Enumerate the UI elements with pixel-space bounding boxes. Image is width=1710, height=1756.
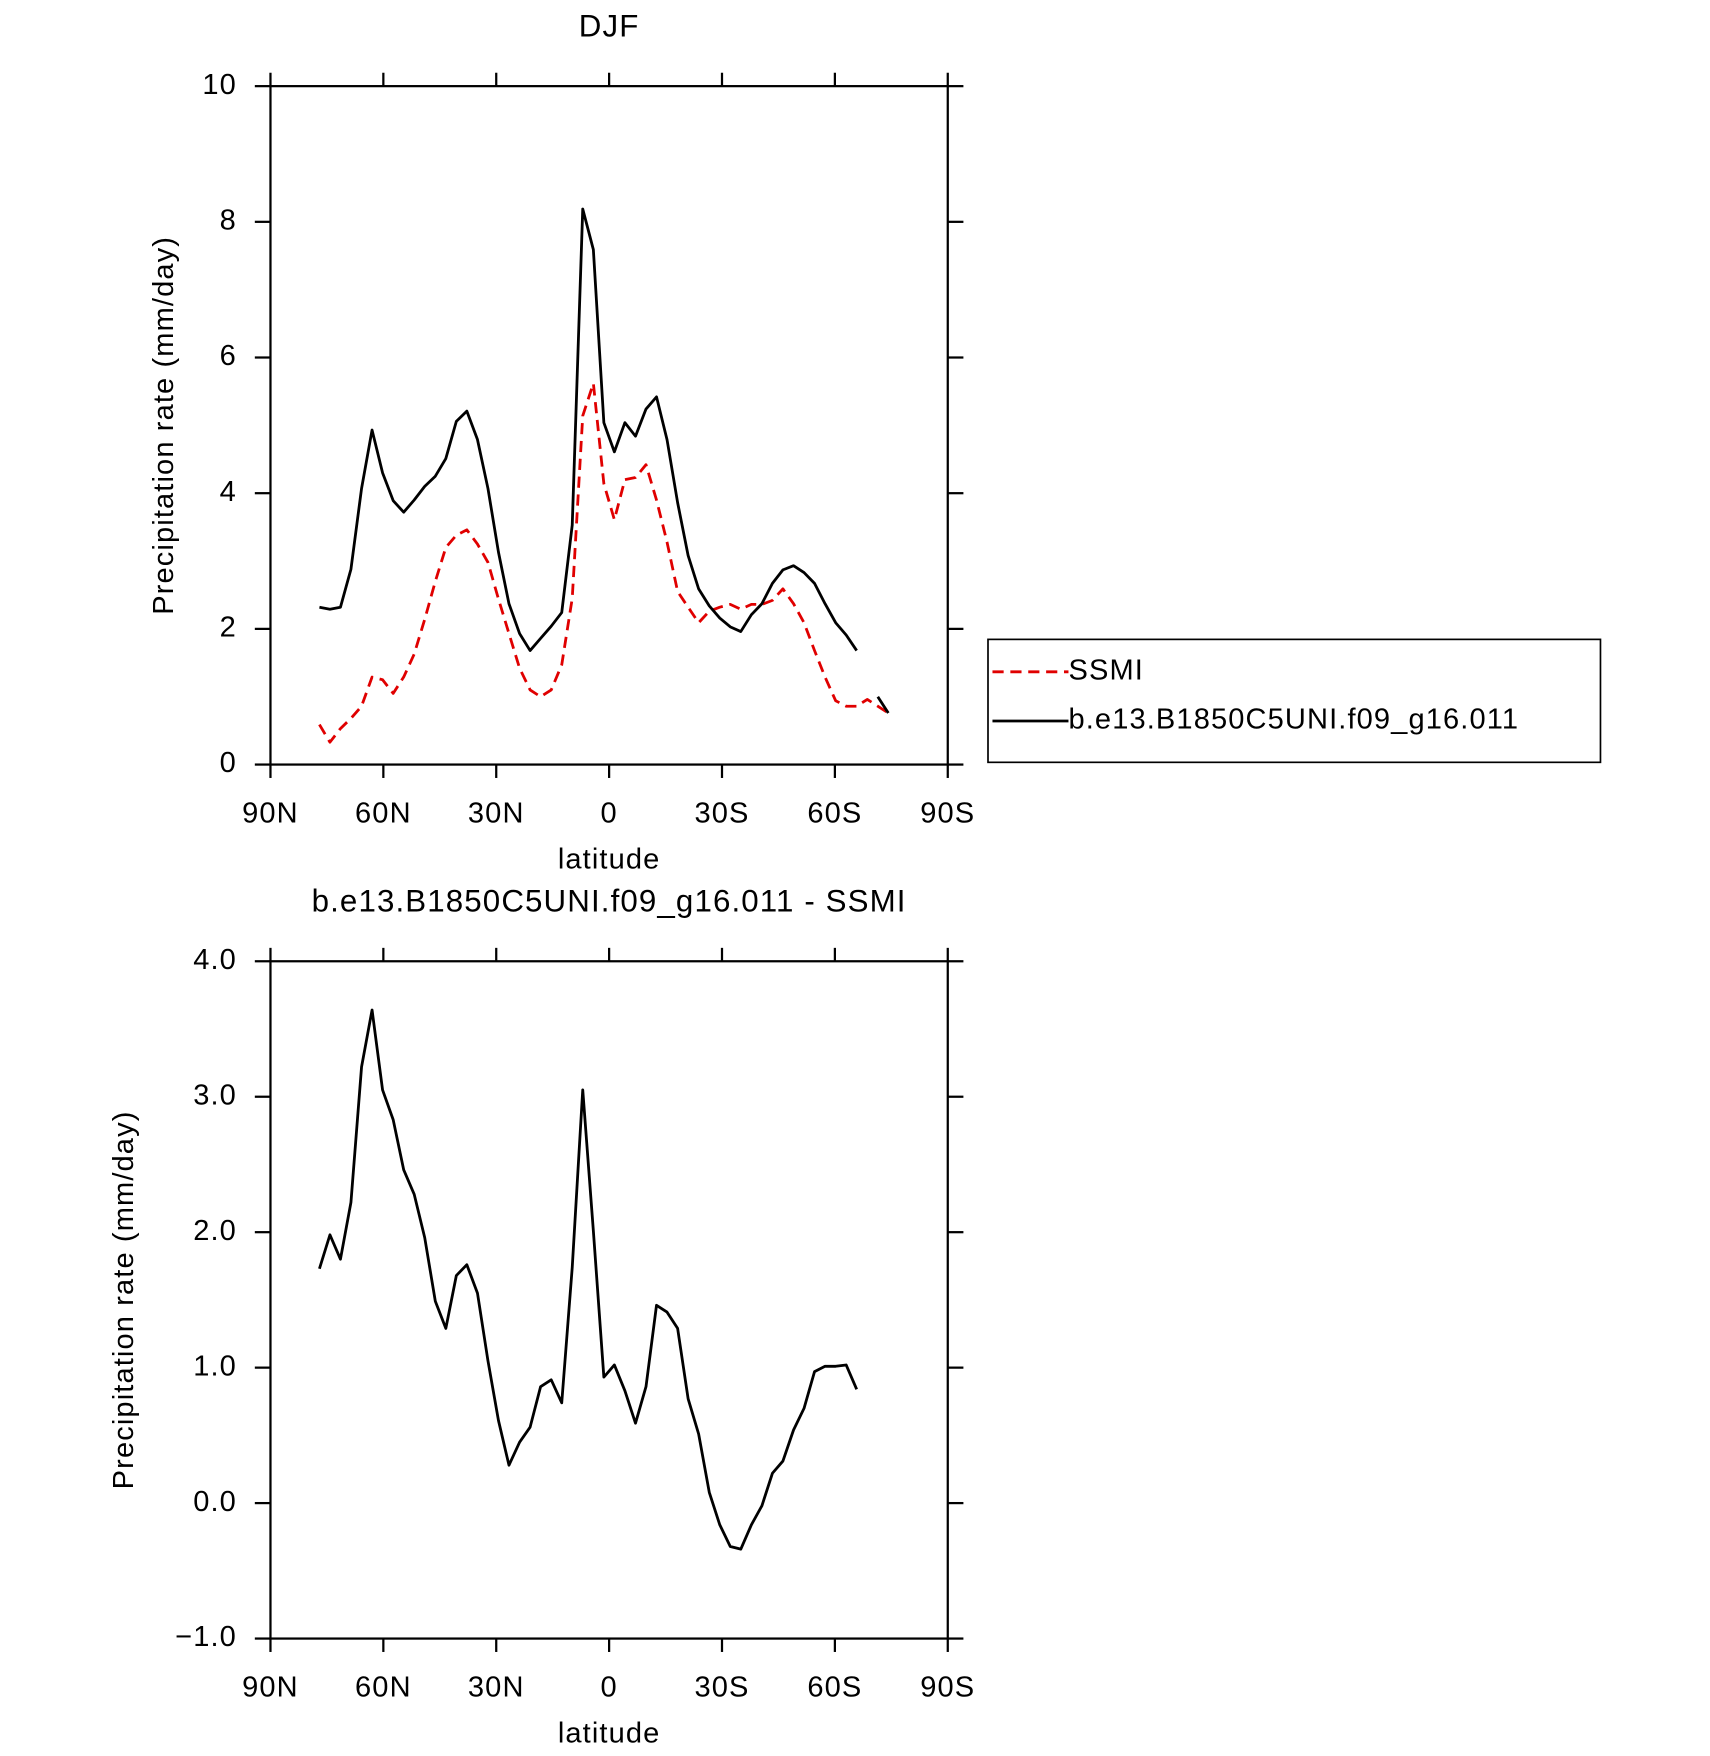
- y-tick-label: 10: [202, 69, 237, 101]
- x-tick-label: 30N: [468, 1672, 525, 1704]
- x-tick-label: 60N: [355, 798, 412, 830]
- x-tick-label: 60S: [807, 798, 862, 830]
- chart-title: b.e13.B1850C5UNI.f09_g16.011 - SSMI: [312, 883, 907, 918]
- plot-frame: [269, 85, 949, 766]
- y-tick-label: 6: [220, 340, 237, 372]
- y-axis-label: Precipitation rate (mm/day): [108, 1110, 140, 1489]
- y-tick-label: 0.0: [193, 1486, 237, 1518]
- legend-box: [987, 638, 1602, 764]
- x-tick-label: 60S: [807, 1672, 862, 1704]
- x-tick-label: 90S: [920, 798, 975, 830]
- y-tick-label: 1.0: [193, 1350, 237, 1382]
- x-axis-label: latitude: [558, 1717, 661, 1749]
- x-tick-label: 0: [600, 798, 617, 830]
- plot-frame: [269, 960, 949, 1640]
- data-line: [318, 381, 890, 744]
- y-tick-label: −1.0: [175, 1621, 237, 1653]
- y-tick-label: 3.0: [193, 1079, 237, 1111]
- data-line: [318, 1008, 858, 1551]
- chart-title: DJF: [579, 8, 640, 43]
- legend-label: SSMI: [1068, 654, 1144, 686]
- y-tick-label: 8: [220, 205, 237, 237]
- y-tick-label: 2.0: [193, 1215, 237, 1247]
- y-tick-label: 4.0: [193, 944, 237, 976]
- data-line: [319, 207, 890, 714]
- x-tick-label: 30S: [694, 798, 749, 830]
- y-axis-label: Precipitation rate (mm/day): [148, 236, 180, 615]
- y-tick-label: 2: [220, 612, 237, 644]
- y-tick-label: 4: [220, 476, 237, 508]
- x-tick-label: 30S: [694, 1672, 749, 1704]
- legend-label: b.e13.B1850C5UNI.f09_g16.011: [1068, 704, 1519, 736]
- x-tick-label: 30N: [468, 798, 525, 830]
- x-tick-label: 0: [600, 1672, 617, 1704]
- x-tick-label: 90N: [242, 1672, 299, 1704]
- x-tick-label: 90N: [242, 798, 299, 830]
- x-tick-label: 90S: [920, 1672, 975, 1704]
- y-tick-label: 0: [220, 747, 237, 779]
- x-axis-label: latitude: [558, 843, 661, 875]
- x-tick-label: 60N: [355, 1672, 412, 1704]
